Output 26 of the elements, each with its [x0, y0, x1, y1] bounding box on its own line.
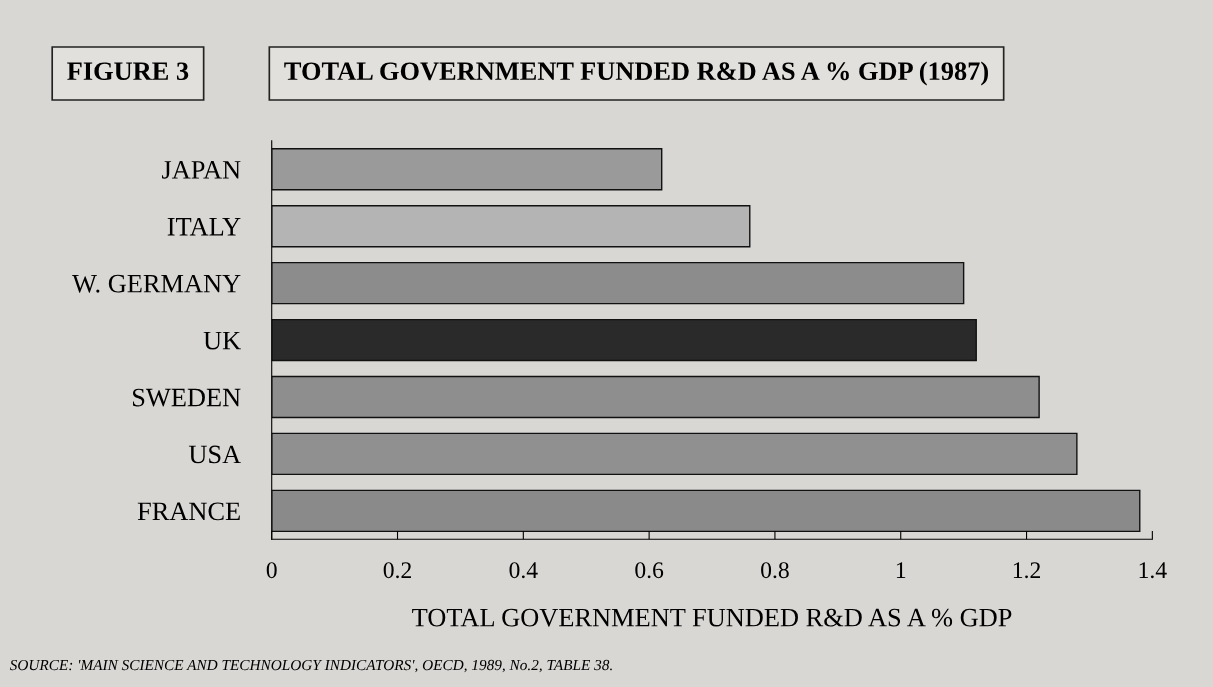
bar: [271, 148, 663, 191]
caption: FIGURE 3: [67, 62, 189, 81]
y-tick-label: FRANCE: [137, 502, 240, 521]
bar: [271, 205, 751, 248]
y-tick-label: UK: [203, 331, 241, 350]
bar: [271, 318, 977, 362]
x-tick-label: 0: [266, 562, 277, 579]
x-tick-label: 1: [896, 562, 906, 578]
x-tick-label: 1.4: [1139, 562, 1167, 579]
chart-title: TOTAL GOVERNMENT FUNDED R&D AS A % GDP (1987): [284, 61, 988, 86]
bar: [271, 375, 1040, 419]
x-tick-label: 0.6: [635, 562, 664, 579]
y-tick-label: SWEDEN: [132, 388, 241, 407]
x-tick-label: 0.4: [509, 562, 538, 579]
x-tick-label: 0.2: [383, 562, 411, 579]
source-note: SOURCE: 'MAIN SCIENCE AND TECHNOLOGY INDICATORS', OECD, 1989, No.2, TABLE 38.: [9, 659, 612, 673]
bar: [271, 489, 1141, 533]
bar: [271, 432, 1078, 476]
y-tick-label: W. GERMANY: [72, 274, 241, 293]
bar: [271, 261, 965, 305]
y-tick-label: ITALY: [167, 217, 241, 236]
y-tick-label: USA: [188, 445, 241, 464]
x-tick-label: 0.8: [761, 562, 789, 579]
y-tick-label: JAPAN: [162, 161, 241, 179]
x-tick-label: 1.2: [1013, 562, 1040, 579]
x-axis-title: TOTAL GOVERNMENT FUNDED R&D AS A % GDP: [412, 608, 1012, 627]
